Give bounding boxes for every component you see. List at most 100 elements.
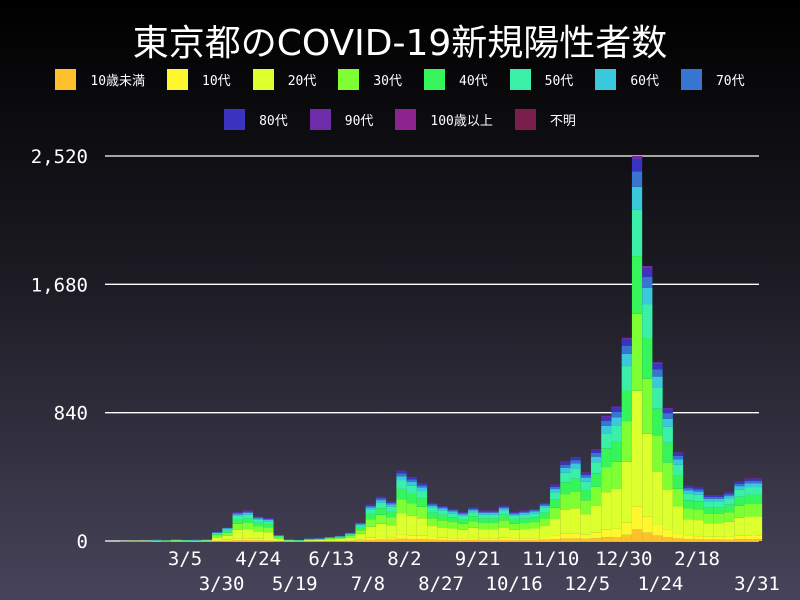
legend-swatch: [167, 69, 189, 90]
bar-segment: [140, 540, 151, 542]
bar-segment: [222, 529, 233, 531]
bar-segment: [734, 481, 745, 484]
bar-segment: [253, 518, 264, 520]
bar-segment: [590, 453, 602, 457]
legend-item[interactable]: 不明: [514, 109, 576, 130]
legend-item[interactable]: 10代: [167, 69, 231, 90]
bar-segment: [314, 539, 325, 541]
bar-segment: [724, 539, 735, 541]
bar-segment: [744, 487, 755, 495]
legend-item[interactable]: 80代: [224, 109, 288, 130]
bar-segment: [355, 523, 366, 525]
bar-segment: [621, 534, 632, 541]
legend-item[interactable]: 60代: [595, 69, 659, 90]
bar-segment: [734, 535, 745, 540]
bar-segment: [652, 524, 663, 536]
bar-segment: [703, 539, 714, 541]
bar-segment: [751, 483, 763, 488]
bar-segment: [580, 514, 591, 535]
bar-segment: [232, 540, 243, 541]
bar-segment: [253, 517, 264, 519]
bar-segment: [396, 470, 407, 472]
bar-segment: [468, 527, 479, 538]
bar-segment: [488, 514, 499, 519]
legend-swatch: [595, 69, 617, 90]
bar-segment: [539, 518, 550, 527]
legend-label: 90代: [344, 114, 374, 129]
bar-segment: [437, 520, 448, 528]
bar-segment: [345, 532, 356, 534]
legend-row-1: 10歳未満 10代 20代 30代 40代 50代 60代 70代: [0, 69, 800, 90]
bar-segment: [304, 538, 315, 540]
bar-segment: [734, 539, 745, 541]
bar-segment: [751, 494, 763, 505]
legend-swatch: [514, 109, 536, 130]
bar-segment: [488, 538, 499, 541]
bar-segment: [457, 513, 469, 515]
bar-segment: [212, 540, 223, 541]
bar-segment: [355, 533, 366, 540]
legend-item[interactable]: 100歳以上: [395, 109, 493, 130]
bar-segment: [560, 494, 571, 510]
legend-item[interactable]: 50代: [509, 69, 573, 90]
bar-segment: [744, 516, 755, 536]
bar-segment: [662, 442, 673, 463]
y-tick-label: 0: [77, 531, 88, 553]
bar-segment: [212, 537, 223, 541]
legend-item[interactable]: 70代: [680, 69, 745, 90]
bar-segment: [652, 364, 663, 370]
bar-segment: [396, 473, 407, 477]
bar-segment: [529, 511, 540, 514]
legend-item[interactable]: 40代: [424, 69, 488, 90]
bar-segment: [478, 518, 489, 523]
bar-segment: [529, 540, 540, 541]
bar-segment: [437, 537, 448, 540]
bar-segment: [222, 530, 233, 533]
bar-segment: [406, 535, 417, 540]
bar-segment: [273, 538, 284, 541]
bar-segment: [570, 508, 581, 534]
bar-segment: [570, 457, 581, 461]
bar-segment: [560, 462, 571, 465]
bar-segment: [150, 540, 161, 542]
legend-item[interactable]: 10歳未満: [55, 69, 145, 90]
bar-segment: [560, 461, 571, 463]
bar-segment: [334, 538, 346, 541]
bar-segment: [447, 513, 458, 518]
x-tick-label: 11/10: [522, 548, 579, 570]
bar-segment: [621, 337, 632, 340]
bar-segment: [478, 540, 489, 541]
bar-segment: [273, 537, 284, 539]
bar-segment: [590, 505, 602, 533]
legend-label: 40代: [459, 74, 488, 89]
bar-segment: [590, 449, 602, 451]
bar-segment: [437, 507, 448, 509]
bar-segment: [724, 521, 735, 537]
bar-segment: [232, 529, 243, 539]
x-tick-label: 5/19: [272, 573, 318, 595]
bar-segment: [734, 481, 745, 483]
legend-swatch: [309, 109, 331, 130]
bar-segment: [242, 538, 254, 541]
bar-segment: [437, 510, 448, 515]
bar-segment: [345, 532, 356, 534]
bar-segment: [427, 505, 438, 508]
bar-segment: [683, 539, 694, 541]
bar-segment: [447, 538, 458, 541]
bar-segment: [416, 485, 428, 488]
x-tick-label: 12/30: [595, 548, 652, 570]
legend-item[interactable]: 90代: [309, 109, 374, 130]
bar-segment: [529, 510, 540, 512]
legend-item[interactable]: 20代: [252, 69, 316, 90]
bar-segment: [488, 510, 499, 512]
bar-segment: [498, 539, 510, 541]
bar-segment: [427, 526, 438, 538]
bar-segment: [672, 464, 684, 476]
bar-segment: [672, 453, 684, 456]
bar-segment: [447, 511, 458, 514]
bar-segment: [601, 537, 612, 541]
bar-segment: [734, 517, 745, 536]
bar-segment: [529, 509, 540, 511]
legend-item[interactable]: 30代: [338, 69, 402, 90]
bar-segment: [468, 508, 479, 511]
